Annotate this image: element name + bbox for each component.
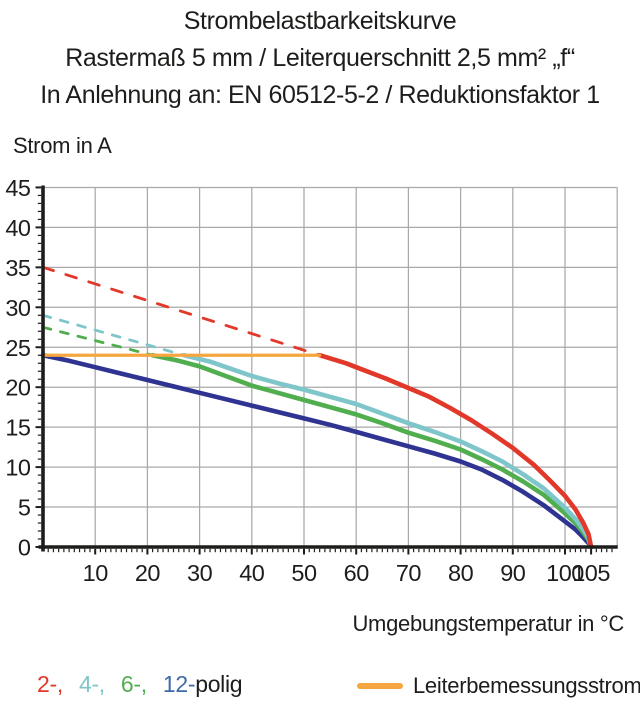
legend-pole-number: 2-, <box>37 671 63 697</box>
tick-label: 50 <box>291 560 317 586</box>
curve-2-polig-dashed <box>41 265 322 357</box>
legend-pole-item-4: 4-, <box>79 671 105 698</box>
legend-pole-number: 12- <box>162 671 196 697</box>
legend-pole-number: 4-, <box>78 671 105 697</box>
rated-current-label: Leiterbemessungsstrom <box>413 673 640 698</box>
tick-label: 105 <box>572 560 610 586</box>
tick-label: 0 <box>18 535 31 561</box>
tick-label: 20 <box>135 560 161 586</box>
tick-label: 30 <box>5 295 31 321</box>
axis-layer <box>35 185 618 555</box>
curves-layer <box>40 265 594 550</box>
tick-label: 90 <box>500 560 526 586</box>
curve-6-polig <box>150 352 594 550</box>
tick-label: 5 <box>18 495 31 521</box>
legend-pole-item-2: 2-, <box>37 671 63 698</box>
title-line-1: Strombelastbarkeitskurve <box>183 7 457 35</box>
tick-label: 40 <box>239 560 265 586</box>
chart-title-block: Strombelastbarkeitskurve Rastermaß 5 mm … <box>0 3 640 114</box>
tick-label: 25 <box>5 335 31 361</box>
curve-12-polig <box>40 352 594 550</box>
y-axis-title: Strom in A <box>13 133 112 158</box>
curve-6-polig-dashed <box>41 325 154 357</box>
curve-4-polig-dashed <box>41 313 186 357</box>
tick-label: 35 <box>5 255 31 281</box>
grid-layer <box>43 186 618 547</box>
title-line-2: Rastermaß 5 mm / Leiterquerschnitt 2,5 m… <box>65 44 575 72</box>
tick-label: 100 <box>546 560 584 586</box>
tick-label: 15 <box>5 415 31 441</box>
tick-label: 70 <box>396 560 422 586</box>
title-line-3: In Anlehnung an: EN 60512-5-2 / Reduktio… <box>40 81 600 109</box>
legend-rated-current: Leiterbemessungsstrom <box>357 671 640 701</box>
tick-label: 45 <box>5 175 31 201</box>
tick-label: 60 <box>344 560 370 586</box>
legend-pole-item-12: 12-polig <box>162 671 243 698</box>
rated-current-line-swatch <box>357 683 403 689</box>
tick-label: 20 <box>5 375 31 401</box>
tick-label: 40 <box>5 215 31 241</box>
tick-label: 30 <box>187 560 213 586</box>
x-axis-title: Umgebungstemperatur in °C <box>352 611 624 636</box>
tick-label: 10 <box>5 455 31 481</box>
legend-pole-counts: 2-, 4-, 6-, 12-polig <box>37 671 243 698</box>
curve-4-polig <box>181 352 594 550</box>
tick-label: 80 <box>448 560 474 586</box>
legend-pole-number: 6-, <box>120 671 147 697</box>
curve-2-polig <box>317 352 594 550</box>
legend-pole-suffix: polig <box>195 671 243 697</box>
tick-label: 10 <box>83 560 109 586</box>
legend-pole-item-6: 6-, <box>121 671 147 698</box>
